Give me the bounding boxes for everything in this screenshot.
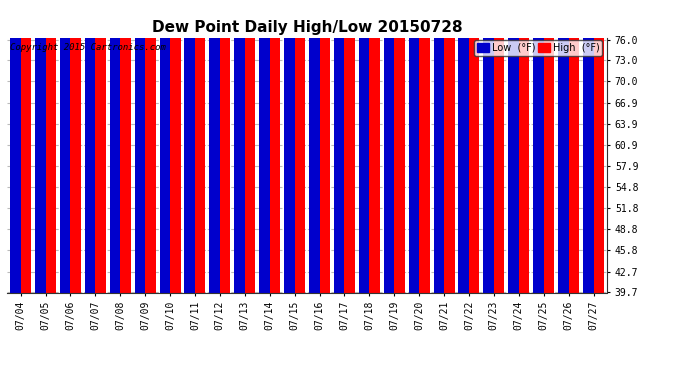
- Bar: [384, 0, 394, 292]
- Bar: [235, 0, 245, 292]
- Bar: [110, 0, 120, 292]
- Bar: [135, 0, 145, 292]
- Bar: [369, 0, 380, 292]
- Bar: [270, 0, 280, 292]
- Bar: [494, 0, 504, 292]
- Legend: Low  (°F), High  (°F): Low (°F), High (°F): [474, 40, 602, 56]
- Bar: [593, 0, 604, 292]
- Bar: [458, 0, 469, 292]
- Bar: [344, 0, 355, 292]
- Bar: [170, 0, 181, 292]
- Bar: [558, 0, 569, 292]
- Bar: [359, 0, 369, 292]
- Bar: [209, 0, 220, 292]
- Bar: [60, 0, 70, 292]
- Bar: [444, 0, 455, 292]
- Bar: [484, 0, 494, 292]
- Bar: [184, 0, 195, 292]
- Bar: [284, 0, 295, 292]
- Bar: [419, 0, 430, 292]
- Bar: [309, 0, 319, 292]
- Bar: [220, 0, 230, 292]
- Bar: [433, 0, 444, 292]
- Bar: [569, 0, 579, 292]
- Bar: [46, 0, 56, 292]
- Bar: [159, 0, 170, 292]
- Title: Dew Point Daily High/Low 20150728: Dew Point Daily High/Low 20150728: [152, 20, 462, 35]
- Bar: [334, 0, 344, 292]
- Bar: [583, 0, 593, 292]
- Bar: [509, 0, 519, 292]
- Bar: [469, 0, 480, 292]
- Bar: [408, 0, 419, 292]
- Bar: [259, 0, 270, 292]
- Text: Copyright 2015 Cartronics.com: Copyright 2015 Cartronics.com: [10, 43, 166, 52]
- Bar: [95, 0, 106, 292]
- Bar: [85, 0, 95, 292]
- Bar: [120, 0, 130, 292]
- Bar: [533, 0, 544, 292]
- Bar: [245, 0, 255, 292]
- Bar: [295, 0, 305, 292]
- Bar: [70, 0, 81, 292]
- Bar: [319, 0, 330, 292]
- Bar: [35, 0, 46, 292]
- Bar: [195, 0, 206, 292]
- Bar: [10, 0, 21, 292]
- Bar: [145, 0, 156, 292]
- Bar: [519, 0, 529, 292]
- Bar: [394, 0, 405, 292]
- Bar: [544, 0, 554, 292]
- Bar: [21, 0, 31, 292]
